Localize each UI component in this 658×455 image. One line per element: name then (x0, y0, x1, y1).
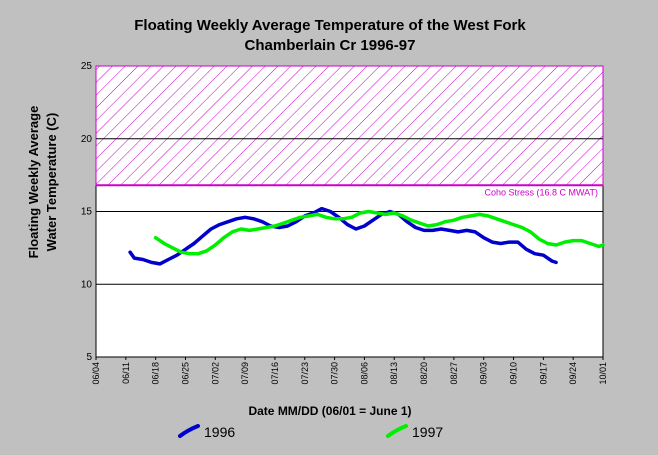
y-tick-25: 25 (81, 61, 93, 72)
x-axis-label: Date MM/DD (06/01 = June 1) (248, 404, 411, 418)
x-tick-07-09: 07/09 (240, 362, 250, 385)
x-tick-06-11: 06/11 (121, 362, 131, 384)
series-line-1997 (153, 209, 605, 256)
x-tick-09-24: 09/24 (568, 362, 578, 385)
y-tick-5: 5 (86, 352, 92, 363)
chart-title-line-1: Floating Weekly Average Temperature of t… (134, 17, 526, 34)
x-tick-labels: 06/04 06/11 06/18 06/25 07/02 07/09 07/16 07/23… (91, 357, 608, 385)
x-tick-07-30: 07/30 (330, 362, 340, 385)
y-axis-label-line-2: Water Temperature (C) (44, 113, 59, 252)
x-tick-07-23: 07/23 (300, 362, 310, 385)
x-tick-06-18: 06/18 (151, 362, 161, 385)
x-tick-08-20: 08/20 (419, 362, 429, 385)
x-tick-07-16: 07/16 (270, 362, 280, 385)
gridlines (96, 138, 603, 285)
x-tick-06-25: 06/25 (180, 362, 190, 385)
x-tick-10-01: 10/01 (598, 362, 608, 385)
x-tick-08-13: 08/13 (389, 362, 399, 385)
x-tick-09-03: 09/03 (479, 362, 489, 385)
y-tick-15: 15 (81, 207, 93, 218)
legend: 1996 1997 (178, 424, 443, 440)
legend-swatch-1997 (386, 424, 408, 438)
series-layer (128, 206, 605, 266)
x-tick-08-06: 08/06 (359, 362, 369, 385)
y-axis-label-line-1: Floating Weekly Average (26, 106, 41, 259)
x-tick-08-27: 08/27 (449, 362, 459, 385)
y-tick-10: 10 (81, 279, 93, 290)
y-tick-20: 20 (81, 134, 93, 145)
coho-stress-band-layer: Coho Stress (16.8 C MWAT) (95, 65, 604, 197)
chart-title-line-2: Chamberlain Cr 1996-97 (245, 37, 416, 54)
series-line-1996 (128, 206, 558, 266)
coho-stress-label: Coho Stress (16.8 C MWAT) (484, 187, 598, 197)
x-tick-06-04: 06/04 (91, 362, 101, 385)
y-tick-labels: 5 10 15 20 25 (81, 61, 93, 363)
legend-label-1996: 1996 (204, 424, 235, 440)
x-tick-09-10: 09/10 (509, 362, 519, 385)
x-tick-09-17: 09/17 (538, 362, 548, 385)
legend-swatch-1996 (178, 424, 200, 438)
x-tick-07-02: 07/02 (210, 362, 220, 385)
coho-stress-band (95, 65, 604, 186)
legend-label-1997: 1997 (412, 424, 443, 440)
